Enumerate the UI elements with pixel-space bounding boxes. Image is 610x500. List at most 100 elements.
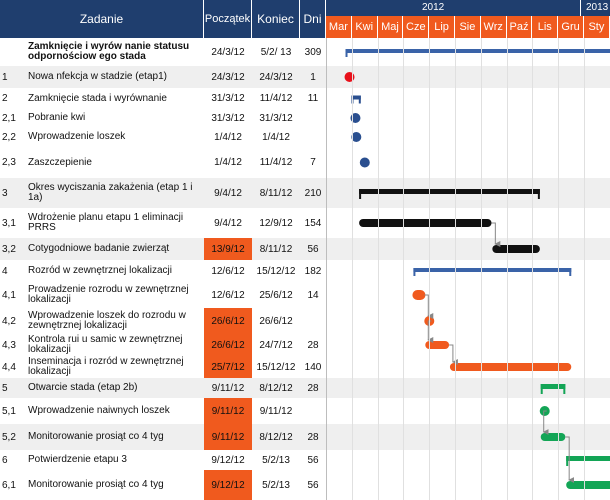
task-bar [359,219,492,227]
task-row[interactable]: 1 Nowa nfekcja w stadzie (etap1) 24/3/12 24… [0,66,610,88]
task-duration: 1 [310,71,316,83]
task-start-date: 12/6/12 [211,289,245,301]
task-start-date: 31/3/12 [211,112,245,124]
task-end-date: 8/12/12 [259,431,293,443]
task-row[interactable]: 3,1 Wdrożenie planu etapu 1 eliminacji PR… [0,208,610,238]
task-duration: 11 [307,93,319,104]
task-end-date: 8/11/12 [259,243,293,255]
dependency-arrow [427,320,434,343]
task-name: Rozród w zewnętrznej lokalizacji [28,265,172,276]
month-gridline [584,38,585,500]
task-duration: 7 [310,157,316,168]
month-gridline [429,38,431,500]
task-duration: 28 [307,431,319,443]
task-name: Wprowadzenie loszek do rozrodu w zewnętr… [28,310,186,331]
task-start-date: 9/11/12 [211,382,245,394]
task-row[interactable]: 5,2 Monitorowanie prosiąt co 4 tyg 9/11/12… [0,424,610,450]
task-row[interactable]: 4,4 Inseminacja i rozród w zewnętrznej lo… [0,356,610,378]
month-gridline [506,38,508,500]
task-end-date: 5/2/13 [262,479,290,491]
task-number: 2 [2,93,8,104]
task-duration: 56 [307,243,319,255]
timeline-year-bar: 2012 2013 [326,0,610,16]
task-row[interactable]: 4,3 Kontrola rui u samic w zewnętrznej lo… [0,334,610,356]
task-duration: 182 [304,265,322,277]
task-start-date: 25/7/12 [204,356,252,378]
task-start-date: 9/4/12 [214,187,242,199]
month-gridline [558,38,560,500]
task-row[interactable]: 5,1 Wprowadzenie naiwnych loszek 9/11/12 9/… [0,398,610,424]
summary-bar-end-tick [358,95,361,104]
month-label: Lip [429,16,455,38]
task-name: Nowa nfekcja w stadzie (etap1) [28,71,167,82]
month-label: Wrz [481,16,507,38]
month-label: Maj [378,16,404,38]
grid-divider [326,38,327,500]
task-name: Zaszczepienie [28,156,92,168]
task-end-date: 5/2/ 13 [260,46,292,58]
task-row[interactable]: 4 Rozród w zewnętrznej lokalizacji 12/6/12… [0,260,610,282]
task-start-date: 13/9/12 [204,238,252,260]
task-start-date: 9/12/12 [204,470,252,500]
grid-header: Zadanie Początek Koniec Dni [0,0,326,38]
task-row[interactable]: 2,1 Pobranie kwi 31/3/12 31/3/12 [0,109,610,127]
task-name: Potwierdzenie etapu 3 [28,454,127,465]
milestone-marker [350,113,361,123]
task-bar [566,481,610,489]
task-end-date: 5/2/13 [262,454,290,466]
task-row[interactable]: 4,1 Prowadzenie rozrodu w zewnętrznej lok… [0,282,610,308]
task-number: 5,1 [2,405,16,417]
month-label: Mar [326,16,352,38]
task-name: Wprowadzenie loszek [28,131,126,142]
column-header-start[interactable]: Początek [204,0,252,38]
column-header-duration[interactable]: Dni [300,0,326,38]
month-gridline [455,38,456,500]
task-number: 1 [2,71,8,83]
dependency-arrow [449,344,458,365]
task-row[interactable]: 4,2 Wprowadzenie loszek do rozrodu w zewn… [0,308,610,334]
task-name: Wdrożenie planu etapu 1 eliminacji PRRS [28,212,184,233]
summary-bar [413,268,572,272]
task-duration: 140 [304,361,322,373]
task-name: Pobranie kwi [28,112,86,123]
task-row[interactable]: Zamknięcie i wyrów nanie statusu odporno… [0,38,610,66]
task-row[interactable]: 5 Otwarcie stada (etap 2b) 9/11/12 8/12/12 2… [0,378,610,398]
month-label: Sty [584,16,610,38]
task-number: 6,1 [2,479,16,491]
summary-bar-end-tick [563,384,566,394]
task-row[interactable]: 3,2 Cotygodniowe badanie zwierząt 13/9/12 8… [0,238,610,260]
task-row[interactable]: 6,1 Monitorowanie prosiąt co 4 tyg 9/12/12… [0,470,610,500]
task-duration: 210 [304,187,322,199]
task-name: Monitorowanie prosiąt co 4 tyg [28,431,164,442]
task-number: 3,2 [2,243,16,255]
task-duration: 14 [307,289,319,301]
task-row[interactable]: 2,3 Zaszczepienie 1/4/12 11/4/12 7 [0,147,610,178]
task-end-date: 15/12/12 [256,265,296,277]
summary-bar [540,384,566,389]
task-number: 3 [2,187,8,199]
summary-bar [351,95,361,100]
task-end-date: 24/7/12 [259,339,293,351]
column-header-end[interactable]: Koniec [252,0,300,38]
task-end-date: 12/9/12 [259,217,293,229]
column-header-task[interactable]: Zadanie [0,0,204,38]
task-name: Zamknięcie i wyrów nanie statusu odporno… [28,41,190,62]
task-row[interactable]: 6 Potwierdzenie etapu 3 9/12/12 5/2/13 56 [0,450,610,470]
year-separator [580,0,581,16]
summary-bar-end-tick [569,268,572,276]
task-start-date: 1/4/12 [214,131,242,143]
year-label-2012: 2012 [422,2,445,13]
month-gridline [351,38,353,500]
milestone-marker [412,290,426,300]
task-row[interactable]: 2,2 Wprowadzenie loszek 1/4/12 1/4/12 [0,127,610,147]
task-row[interactable]: 2 Zamknięcie stada i wyrównanie 31/3/12 11/… [0,88,610,109]
month-gridline [532,38,534,500]
task-start-date: 26/6/12 [204,308,252,334]
month-label: Lis [532,16,559,38]
milestone-marker [351,132,362,142]
task-end-date: 15/12/12 [256,361,296,373]
task-start-date: 1/4/12 [214,157,242,168]
milestone-marker [359,157,370,168]
task-start-date: 31/3/12 [211,93,245,104]
task-end-date: 11/4/12 [259,93,293,104]
